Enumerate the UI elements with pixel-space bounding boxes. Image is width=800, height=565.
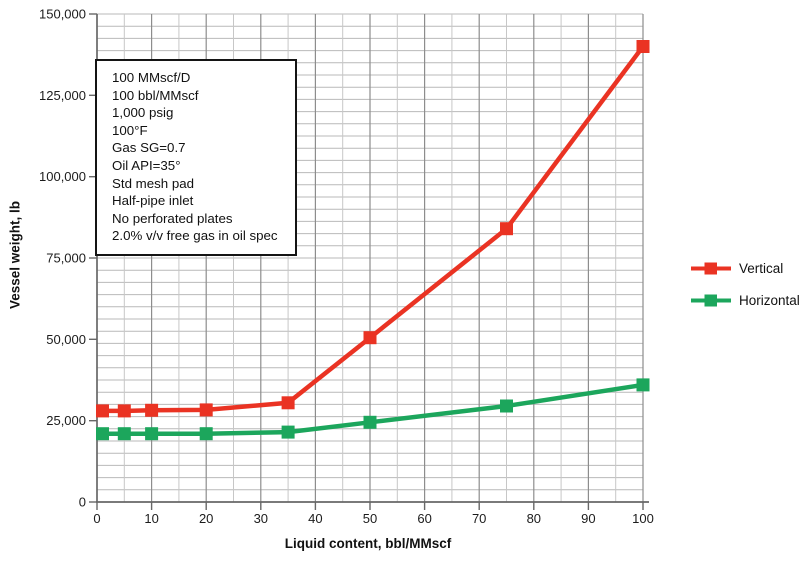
y-tick-label: 50,000 — [46, 332, 86, 347]
x-tick-label: 10 — [144, 511, 158, 526]
x-axis-title: Liquid content, bbl/MMscf — [284, 536, 452, 551]
legend-item-vertical: Vertical — [690, 261, 800, 276]
y-tick-label: 0 — [79, 495, 86, 510]
data-point-marker — [636, 40, 650, 53]
legend-label-vertical: Vertical — [739, 261, 784, 276]
conditions-annotation-box: 100 MMscf/D 100 bbl/MMscf 1,000 psig 100… — [95, 59, 297, 256]
data-point-marker — [363, 331, 377, 345]
y-tick-label: 125,000 — [39, 88, 86, 103]
annotation-line: 100 bbl/MMscf — [112, 87, 199, 103]
annotation-line: Gas SG=0.7 — [112, 140, 186, 156]
data-point-marker — [199, 403, 213, 417]
data-point-marker — [281, 425, 295, 439]
x-tick-label: 60 — [417, 511, 431, 526]
data-point-marker — [199, 427, 213, 441]
data-point-marker — [96, 427, 109, 441]
annotation-line: Half-pipe inlet — [112, 193, 194, 209]
y-axis-title: Vessel weight, lb — [7, 200, 23, 310]
legend: Vertical Horizontal — [690, 261, 800, 308]
data-point-marker — [145, 403, 159, 417]
legend-item-horizontal: Horizontal — [690, 293, 800, 308]
x-tick-label: 20 — [199, 511, 213, 526]
x-tick-label: 50 — [363, 511, 377, 526]
annotation-line: Oil API=35° — [112, 157, 181, 173]
y-axis-ticks: 0 25,000 50,000 75,000 100,000 125,000 150,000 — [39, 7, 97, 510]
series-vertical — [96, 40, 650, 418]
x-tick-label: 90 — [581, 511, 595, 526]
x-axis-ticks: 0 10 20 30 40 50 60 70 80 90 100 — [93, 502, 654, 526]
data-point-marker — [117, 404, 131, 418]
y-tick-label: 25,000 — [46, 413, 86, 428]
horizontal-series-swatch-icon — [691, 294, 731, 307]
x-tick-label: 40 — [308, 511, 322, 526]
x-tick-label: 0 — [93, 511, 100, 526]
annotation-line: No perforated plates — [112, 210, 233, 226]
annotation-line: 100 MMscf/D — [112, 70, 191, 85]
y-tick-label: 150,000 — [39, 7, 86, 22]
series-horizontal — [96, 378, 650, 441]
x-tick-label: 100 — [632, 511, 654, 526]
data-point-marker — [636, 378, 650, 392]
annotation-line: 100°F — [112, 122, 148, 138]
data-point-marker — [500, 222, 513, 236]
data-point-marker — [145, 427, 159, 441]
x-tick-label: 30 — [254, 511, 268, 526]
vertical-series-swatch-icon — [691, 262, 731, 275]
data-point-marker — [363, 415, 377, 429]
annotation-line: 1,000 psig — [112, 105, 174, 121]
data-point-marker — [117, 427, 131, 441]
x-tick-label: 80 — [527, 511, 541, 526]
x-tick-label: 70 — [472, 511, 486, 526]
y-tick-label: 100,000 — [39, 169, 86, 184]
legend-label-horizontal: Horizontal — [739, 293, 800, 308]
data-point-marker — [96, 404, 109, 418]
y-tick-label: 75,000 — [46, 251, 86, 266]
annotation-line: Std mesh pad — [112, 175, 195, 191]
data-point-marker — [500, 399, 513, 413]
annotation-line: 2.0% v/v free gas in oil spec — [112, 228, 278, 244]
data-point-marker — [281, 396, 295, 410]
